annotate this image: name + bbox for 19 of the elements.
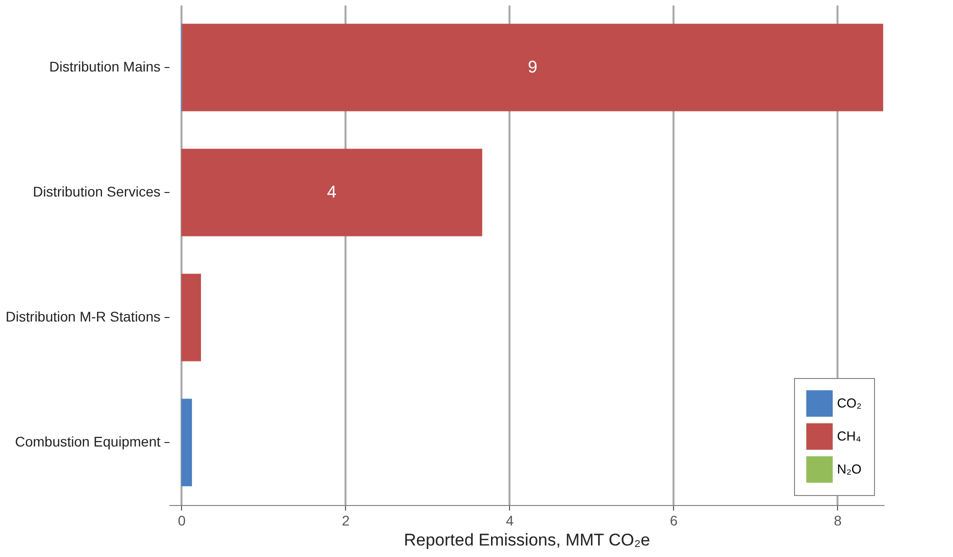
bar	[181, 274, 201, 362]
y-tick-label: Combustion Equipment	[14, 434, 161, 450]
x-tick-label: 8	[834, 512, 842, 528]
bar	[182, 24, 884, 112]
legend-label: CH₄	[837, 428, 862, 444]
legend-label: CO₂	[837, 396, 862, 410]
x-tick-label: 6	[670, 512, 678, 528]
y-tick-label: Distribution Mains	[49, 58, 160, 74]
x-tick-label: 2	[342, 512, 350, 528]
legend-label: N₂O	[837, 462, 862, 476]
data-label: 4	[327, 182, 336, 202]
data-label: 9	[528, 58, 538, 76]
bar	[181, 148, 482, 236]
bar	[181, 398, 192, 486]
x-axis-title: Reported Emissions, MMT CO₂e	[404, 530, 650, 550]
x-tick-label: 0	[178, 512, 186, 528]
y-tick-label: Distribution Services	[32, 184, 160, 200]
y-tick-label: Distribution M-R Stations	[6, 308, 160, 324]
x-tick-label: 4	[506, 512, 514, 528]
